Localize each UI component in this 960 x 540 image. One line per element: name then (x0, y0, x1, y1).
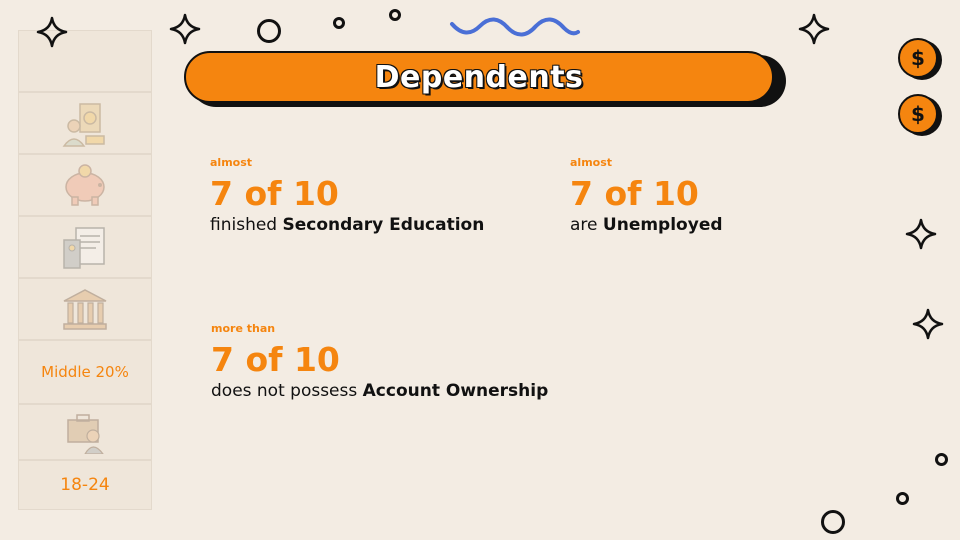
worker-briefcase-icon (67, 414, 104, 454)
sidebar-item-age-18-24[interactable]: 18-24 (18, 460, 152, 510)
circle-decoration-icon (896, 492, 909, 505)
sidebar: Middle 20% 18-24 (18, 30, 152, 510)
circle-decoration-icon (333, 17, 345, 29)
stat-account-ownership: more than 7 of 10 does not possess Accou… (211, 322, 548, 401)
stat-value: 7 of 10 (570, 174, 699, 213)
calculator-document-icon (63, 227, 105, 269)
sparkle-icon (169, 13, 201, 45)
sidebar-item-bank[interactable] (18, 278, 152, 340)
coin-symbol: $ (911, 102, 925, 126)
stat-secondary-education: almost 7 of 10 finished Secondary Educat… (210, 156, 484, 235)
circle-decoration-icon (821, 510, 845, 534)
circle-decoration-icon (935, 453, 948, 466)
stat-description: finished Secondary Education (210, 215, 484, 235)
stat-value: 7 of 10 (210, 174, 339, 213)
squiggle-icon (450, 17, 580, 37)
coin-symbol: $ (911, 46, 925, 70)
stat-desc-prefix: finished (210, 215, 283, 235)
sidebar-item-label: 18-24 (60, 475, 110, 495)
sparkle-icon (912, 308, 944, 340)
stat-desc-bold: Unemployed (602, 215, 723, 235)
sidebar-item-calculator[interactable] (18, 216, 152, 278)
sparkle-icon (798, 13, 830, 45)
sparkle-icon (36, 16, 68, 48)
stat-qualifier: almost (210, 156, 253, 169)
dollar-coin-icon: $ (898, 38, 938, 78)
title-banner: Dependents (184, 51, 774, 103)
stat-desc-prefix: does not possess (211, 381, 363, 401)
page-title: Dependents (374, 59, 584, 95)
circle-decoration-icon (389, 9, 401, 21)
stat-qualifier: almost (570, 156, 613, 169)
circle-decoration-icon (257, 19, 281, 43)
stat-unemployed: almost 7 of 10 are Unemployed (570, 156, 723, 235)
sidebar-item-piggy-bank[interactable] (18, 154, 152, 216)
sidebar-item-middle-20[interactable]: Middle 20% (18, 340, 152, 404)
stat-description: does not possess Account Ownership (211, 381, 548, 401)
bank-building-icon (63, 289, 107, 330)
sidebar-tile-blank (18, 30, 152, 92)
sparkle-icon (905, 218, 937, 250)
money-savings-icon (62, 103, 105, 147)
stat-desc-bold: Secondary Education (282, 215, 485, 235)
sidebar-item-label: Middle 20% (41, 363, 129, 381)
sidebar-item-worker[interactable] (18, 404, 152, 460)
stat-value: 7 of 10 (211, 340, 340, 379)
piggy-bank-icon (65, 164, 105, 206)
stat-qualifier: more than (211, 322, 276, 335)
dollar-coin-icon: $ (898, 94, 938, 134)
sidebar-item-savings[interactable] (18, 92, 152, 154)
stat-description: are Unemployed (570, 215, 723, 235)
stat-desc-bold: Account Ownership (362, 381, 549, 401)
stat-desc-prefix: are (570, 215, 603, 235)
